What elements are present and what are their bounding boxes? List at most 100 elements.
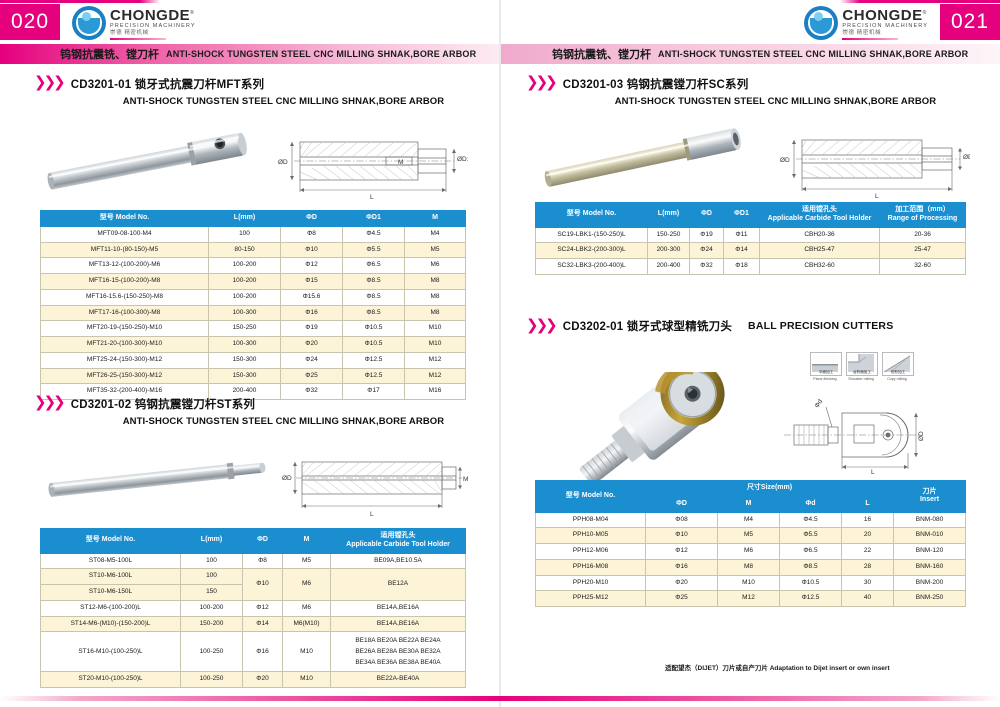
brand-logo-left: CHONGDE® PRECISION MACHINERY 崇德 精密机械 [72, 6, 196, 40]
table-cell: Φ32 [689, 258, 724, 275]
column-header: ΦD1 [342, 210, 405, 227]
dwg-label-d: ØD [282, 475, 292, 482]
table-cell: 100-200 [208, 257, 281, 275]
table-cell: M10 [404, 336, 466, 353]
section-code-cn: CD3201-02 钨钢抗震镗刀杆ST系列 [70, 399, 256, 411]
table-cell: 100-300 [208, 336, 281, 353]
table-cell: Φ8.5 [342, 304, 405, 322]
table-cell: MFT11-10-(80-150)-M5 [40, 241, 209, 259]
table-cell: BE18A BE20A BE22A BE24A BE26A BE28A BE30A… [330, 631, 466, 673]
table-cell: Φ12.5 [779, 590, 842, 608]
table-cell: Φ19 [689, 226, 724, 244]
table-cell: Φ20 [280, 336, 343, 353]
column-header: 型号 Model No. [40, 528, 181, 554]
table-cell: BE14A,BE16A [330, 599, 466, 617]
section-code-en: ANTI-SHOCK TUNGSTEN STEEL CNC MILLING SH… [122, 96, 445, 107]
table-cell: PPH08-M04 [535, 511, 646, 529]
section-heading-cd3201-02: ❯❯❯ CD3201-02 钨钢抗震镗刀杆ST系列 ANTI-SHOCK TUN… [34, 394, 444, 427]
table-cell: Φ14 [242, 615, 283, 633]
table-row: MFT13-12-(100-200)-M6 100-200 Φ12 Φ6.5 M6 [40, 257, 466, 275]
technical-drawing-ball-cutter: ØD Φd L [770, 395, 970, 480]
brand-name: CHONGDE [842, 7, 923, 24]
table-cell: Φ20 [645, 574, 718, 592]
table-cell: PPH12-M06 [535, 543, 646, 560]
table-row: ST12-M6-(100-200)L 100-200 Φ12 M6 BE14A,BE16… [40, 599, 466, 617]
table-cell: Φ15 [280, 273, 343, 290]
column-header: 型号 Model No. [535, 480, 646, 513]
page-right: 021 CHONGDE® PRECISION MACHINERY 崇德 精密机械… [500, 0, 1000, 707]
page-left: 020 CHONGDE® PRECISION MACHINERY 崇德 精密机械… [0, 4, 560, 689]
milling-type-icon: 台阶面加工 [846, 352, 878, 376]
table-row: ST08-M5-100L 100 Φ8 M5 BE09A,BE10.5A [40, 552, 466, 570]
table-cell: PPH16-M08 [535, 558, 646, 576]
table-cell: 22 [841, 543, 894, 560]
table-cell: Φ20 [242, 671, 283, 689]
table-cell: 100-250 [180, 631, 243, 673]
technical-drawing-st: ØD M L [282, 448, 468, 523]
table-row: MFT20-19-(150-250)-M10 150-250 Φ19 Φ10.5 M10 [40, 320, 466, 338]
table-cell: M6 [717, 543, 780, 560]
column-header: 尺寸Size(mm) [645, 480, 894, 497]
table-subheader-row: ΦD M Φd L [536, 495, 966, 513]
chevron-right-icon: ❯❯❯ [34, 394, 66, 411]
column-header: 加工范围（mm） Range of Processing [879, 202, 966, 228]
table-cell: M4 [404, 225, 466, 243]
table-row: SC24-LBK2-(200-300)L 200-300 Φ24 Φ14 CBH25-4… [535, 242, 966, 260]
table-cell: M12 [404, 351, 466, 369]
table-cell: 200-400 [647, 258, 690, 275]
section-heading-cd3201-03: ❯❯❯ CD3201-03 钨钢抗震镗刀杆SC系列 ANTI-SHOCK TUN… [526, 75, 936, 107]
technical-drawing-sc: ØD ØD1 L [780, 126, 977, 205]
table-cell: 20-36 [879, 226, 966, 244]
application-icon-2: 台阶面加工 Shoulder milling [846, 352, 878, 381]
table-cell: 40 [841, 590, 894, 608]
chongde-logo-icon [72, 6, 106, 40]
table-cell: Φ10 [242, 568, 283, 601]
table-header-row: 型号 Model No. 尺寸Size(mm) 刀片 Insert [535, 480, 966, 513]
section-band-right: 钨钢抗震铣、镗刀杆 ANTI-SHOCK TUNGSTEN STEEL CNC … [500, 44, 1000, 64]
dwg-label-d: ØD [278, 159, 288, 166]
table-cell: Φ4.5 [779, 511, 842, 529]
brand-subtitle: PRECISION MACHINERY [842, 23, 928, 29]
page-gutter [499, 0, 501, 707]
table-row: ST14-M6-(M10)-(150-200)L 150-200 Φ14 M6(M10… [40, 615, 466, 633]
table-cell: Φ12 [280, 257, 343, 275]
table-cell: Φ10 [645, 527, 718, 545]
column-header: 刀片 Insert [893, 480, 966, 513]
section-code-cn: CD3202-01 锁牙式球型精铣刀头 [562, 321, 733, 333]
table-cell: Φ8.5 [342, 273, 405, 290]
table-cell: Φ25 [280, 367, 343, 385]
table-cell: SC19-LBK1-(150-250)L [535, 226, 648, 244]
table-row: ST10-M6-100L 100 Φ10 M6 BE12A [40, 568, 466, 601]
table-cell: CBH32-60 [759, 258, 880, 275]
table-cell: BNM-010 [893, 527, 966, 545]
table-row: MFT16-15.6-(150-250)-M8 100-200 Φ15.6 Φ8.5 M… [40, 288, 466, 306]
column-header: ΦD [689, 202, 724, 228]
column-header: 适用镗孔头 Applicable Carbide Tool Holder [330, 528, 466, 554]
table-row: MFT26-25-(150-300)-M12 150-300 Φ25 Φ12.5 M12 [40, 367, 466, 385]
table-cell: ST16-M10-(100-250)L [40, 631, 181, 673]
table-cell: Φ14 [723, 242, 760, 260]
table-cell: 16 [841, 511, 894, 529]
table-cell: M6 [282, 599, 331, 617]
table-cell: Φ16 [645, 558, 718, 576]
table-cell: Φ16 [280, 304, 343, 322]
table-cell: Φ24 [689, 242, 724, 260]
dwg-label-d1: Φd [814, 398, 825, 409]
table-cell: Φ12 [242, 599, 283, 617]
table-cell: M4 [717, 511, 780, 529]
column-header: ΦD [280, 210, 343, 227]
dwg-label-l: L [871, 469, 875, 475]
table-cell: BE12A [330, 568, 466, 601]
table-cell: 100 [180, 552, 243, 570]
table-cell: M10 [717, 574, 780, 592]
band-title-en: ANTI-SHOCK TUNGSTEN STEEL CNC MILLING SH… [658, 49, 969, 59]
milling-type-icon: 仿形加工 [882, 352, 914, 376]
table-cell: Φ11 [723, 226, 760, 244]
table-cell: Φ5.5 [342, 241, 405, 259]
table-row: PPH20-M10 Φ20 M10 Φ10.5 30 BNM-200 [535, 574, 966, 592]
product-photo-ball-cutter [540, 361, 760, 485]
table-cell: Φ6.5 [342, 257, 405, 275]
table-cell: MFT09-08-100-M4 [40, 225, 209, 243]
dwg-label-l: L [370, 194, 374, 200]
